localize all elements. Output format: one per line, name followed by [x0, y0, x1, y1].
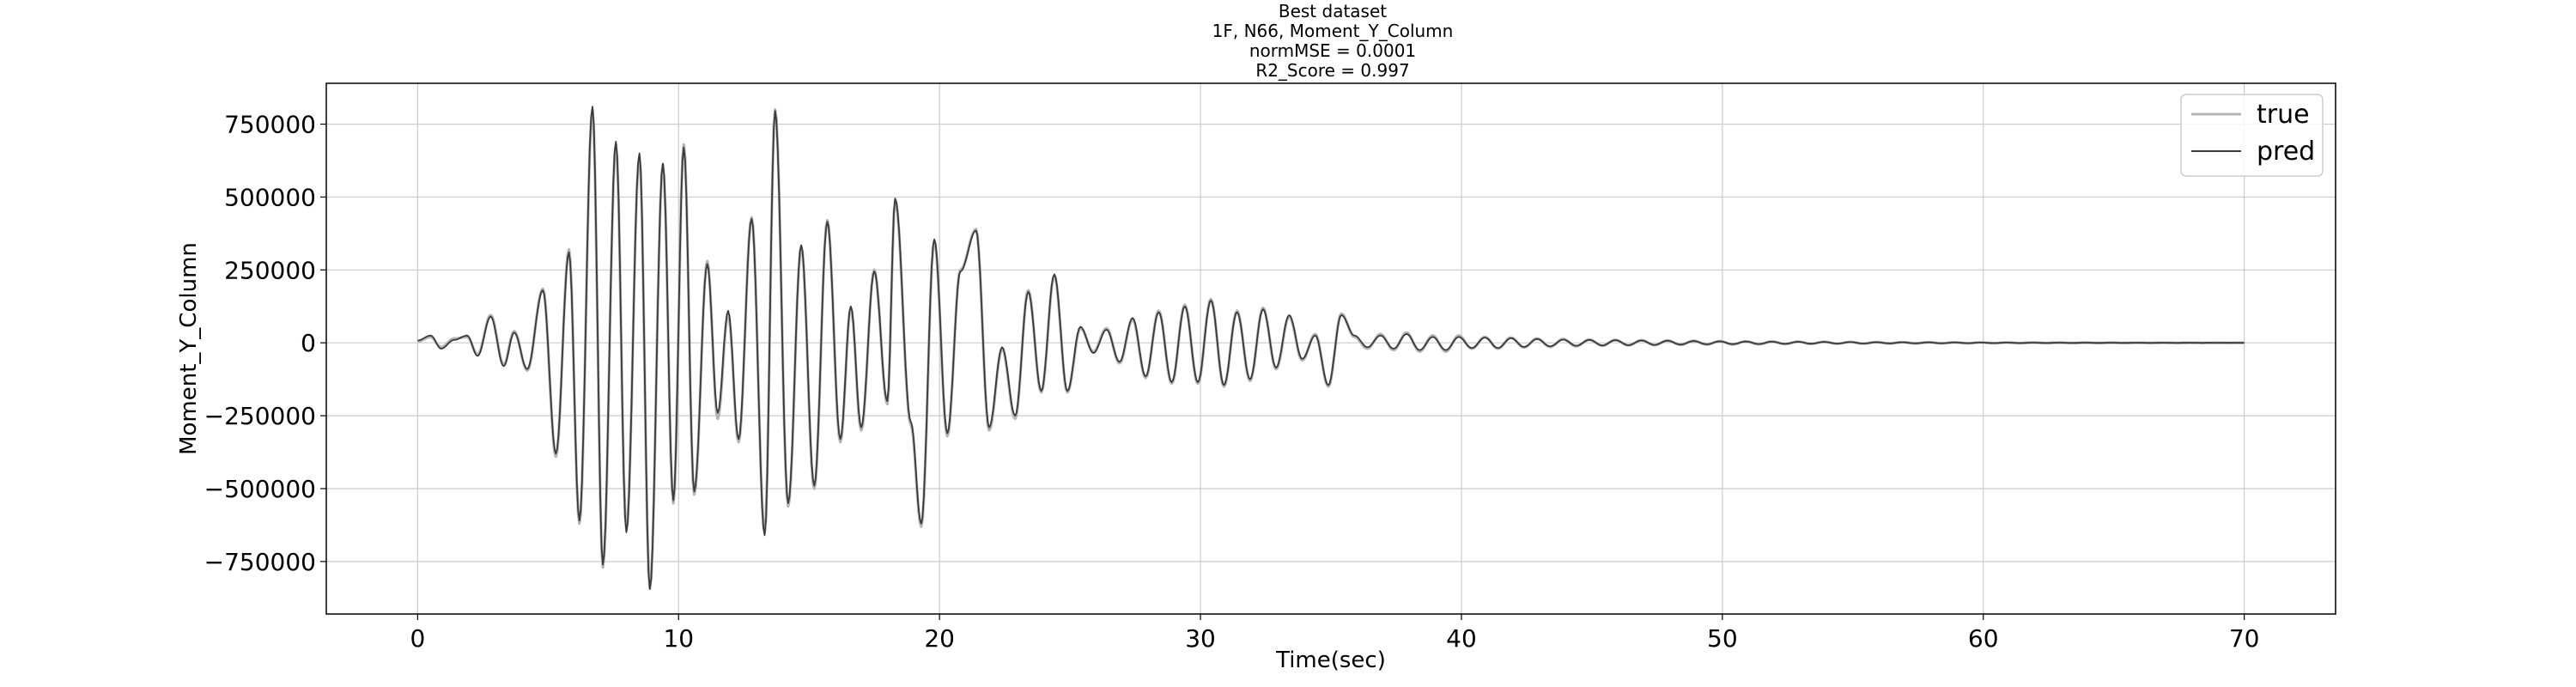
x-axis-ticks: 0 10 20 30 40 50 60 70	[410, 614, 2259, 653]
x-tick-label: 70	[2229, 624, 2260, 653]
legend-label-true: true	[2257, 100, 2310, 130]
y-tick-label: −750000	[204, 548, 316, 576]
title-line-1: Best dataset	[1279, 1, 1387, 21]
x-tick-label: 10	[663, 624, 694, 653]
x-axis-label: Time(sec)	[1275, 647, 1386, 673]
x-tick-label: 0	[410, 624, 425, 653]
x-tick-label: 20	[924, 624, 955, 653]
title-line-3: normMSE = 0.0001	[1249, 40, 1416, 61]
x-tick-label: 60	[1968, 624, 1999, 653]
x-tick-label: 40	[1446, 624, 1477, 653]
y-axis-ticks: −750000 −500000 −250000 0 250000 500000 750000	[204, 111, 326, 576]
y-tick-label: −250000	[204, 402, 316, 430]
title-line-2: 1F, N66, Moment_Y_Column	[1212, 21, 1454, 41]
legend-label-pred: pred	[2257, 137, 2315, 167]
legend: true pred	[2180, 94, 2324, 177]
y-tick-label: 0	[301, 329, 316, 357]
y-tick-label: 750000	[224, 111, 316, 139]
x-tick-label: 30	[1185, 624, 1216, 653]
y-axis-label: Moment_Y_Column	[176, 242, 202, 455]
series-layer	[417, 106, 2245, 590]
x-tick-label: 50	[1707, 624, 1738, 653]
y-tick-label: −500000	[204, 475, 316, 503]
series-line-pred	[417, 106, 2245, 590]
plot-frame	[325, 82, 2336, 615]
chart-title: Best dataset 1F, N66, Moment_Y_Column no…	[1212, 1, 1454, 81]
y-tick-label: 250000	[224, 256, 316, 284]
title-line-4: R2_Score = 0.997	[1255, 60, 1409, 81]
y-tick-label: 500000	[224, 183, 316, 211]
